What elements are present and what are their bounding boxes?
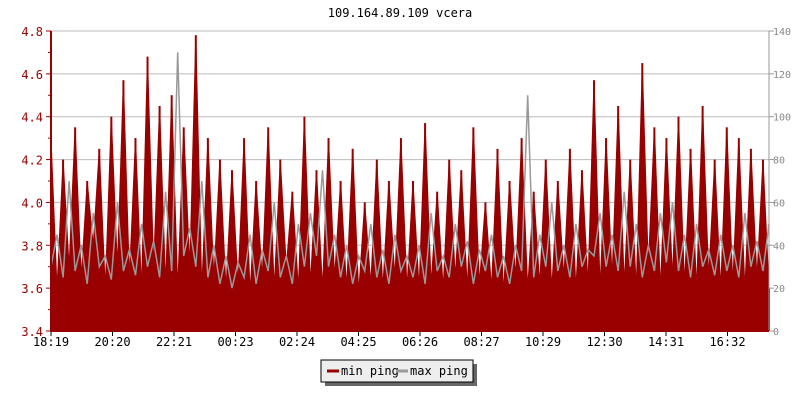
y-left-tick-label: 4.2: [21, 154, 43, 168]
plot-area: [50, 35, 770, 332]
x-tick-label: 02:24: [279, 335, 315, 349]
y-left-tick-label: 4.6: [21, 68, 43, 82]
y-left-tick-label: 4.8: [21, 25, 43, 39]
y-right-tick-label: 140: [773, 27, 791, 38]
chart-title: 109.164.89.109 vcera: [328, 6, 473, 20]
y-right-tick-label: 120: [773, 70, 791, 81]
y-left-tick-label: 3.4: [21, 325, 43, 339]
y-left-tick-label: 4.4: [21, 111, 43, 125]
x-tick-label: 22:21: [156, 335, 192, 349]
axes: 3.4 3.6 3.8 4.0 4.2 4.4 4.6 4.8 0 20 40 60 80 100 120 1…: [21, 25, 791, 349]
x-tick-label: 14:31: [648, 335, 684, 349]
x-tick-label: 16:32: [709, 335, 745, 349]
y-left-tick-label: 3.6: [21, 282, 43, 296]
x-tick-label: 12:30: [586, 335, 622, 349]
x-tick-label: 08:27: [463, 335, 499, 349]
y-right-tick-label: 60: [773, 198, 785, 209]
x-tick-label: 04:25: [340, 335, 376, 349]
y-right-tick-label: 20: [773, 284, 785, 295]
y-right-tick-label: 0: [773, 327, 779, 338]
y-left-tick-label: 3.8: [21, 239, 43, 253]
x-tick-label: 18:19: [33, 335, 69, 349]
y-right-tick-label: 80: [773, 156, 785, 167]
y-left-tick-label: 4.0: [21, 196, 43, 210]
legend: min ping max ping: [320, 359, 477, 386]
x-tick-label: 10:29: [525, 335, 561, 349]
x-tick-label: 00:23: [217, 335, 253, 349]
legend-label-max-ping: max ping: [410, 364, 468, 378]
y-right-tick-label: 40: [773, 241, 785, 252]
x-tick-label: 20:20: [94, 335, 130, 349]
x-tick-label: 06:26: [402, 335, 438, 349]
series-max-ping-line: [50, 52, 770, 289]
legend-label-min-ping: min ping: [341, 364, 399, 378]
y-right-tick-label: 100: [773, 113, 791, 124]
